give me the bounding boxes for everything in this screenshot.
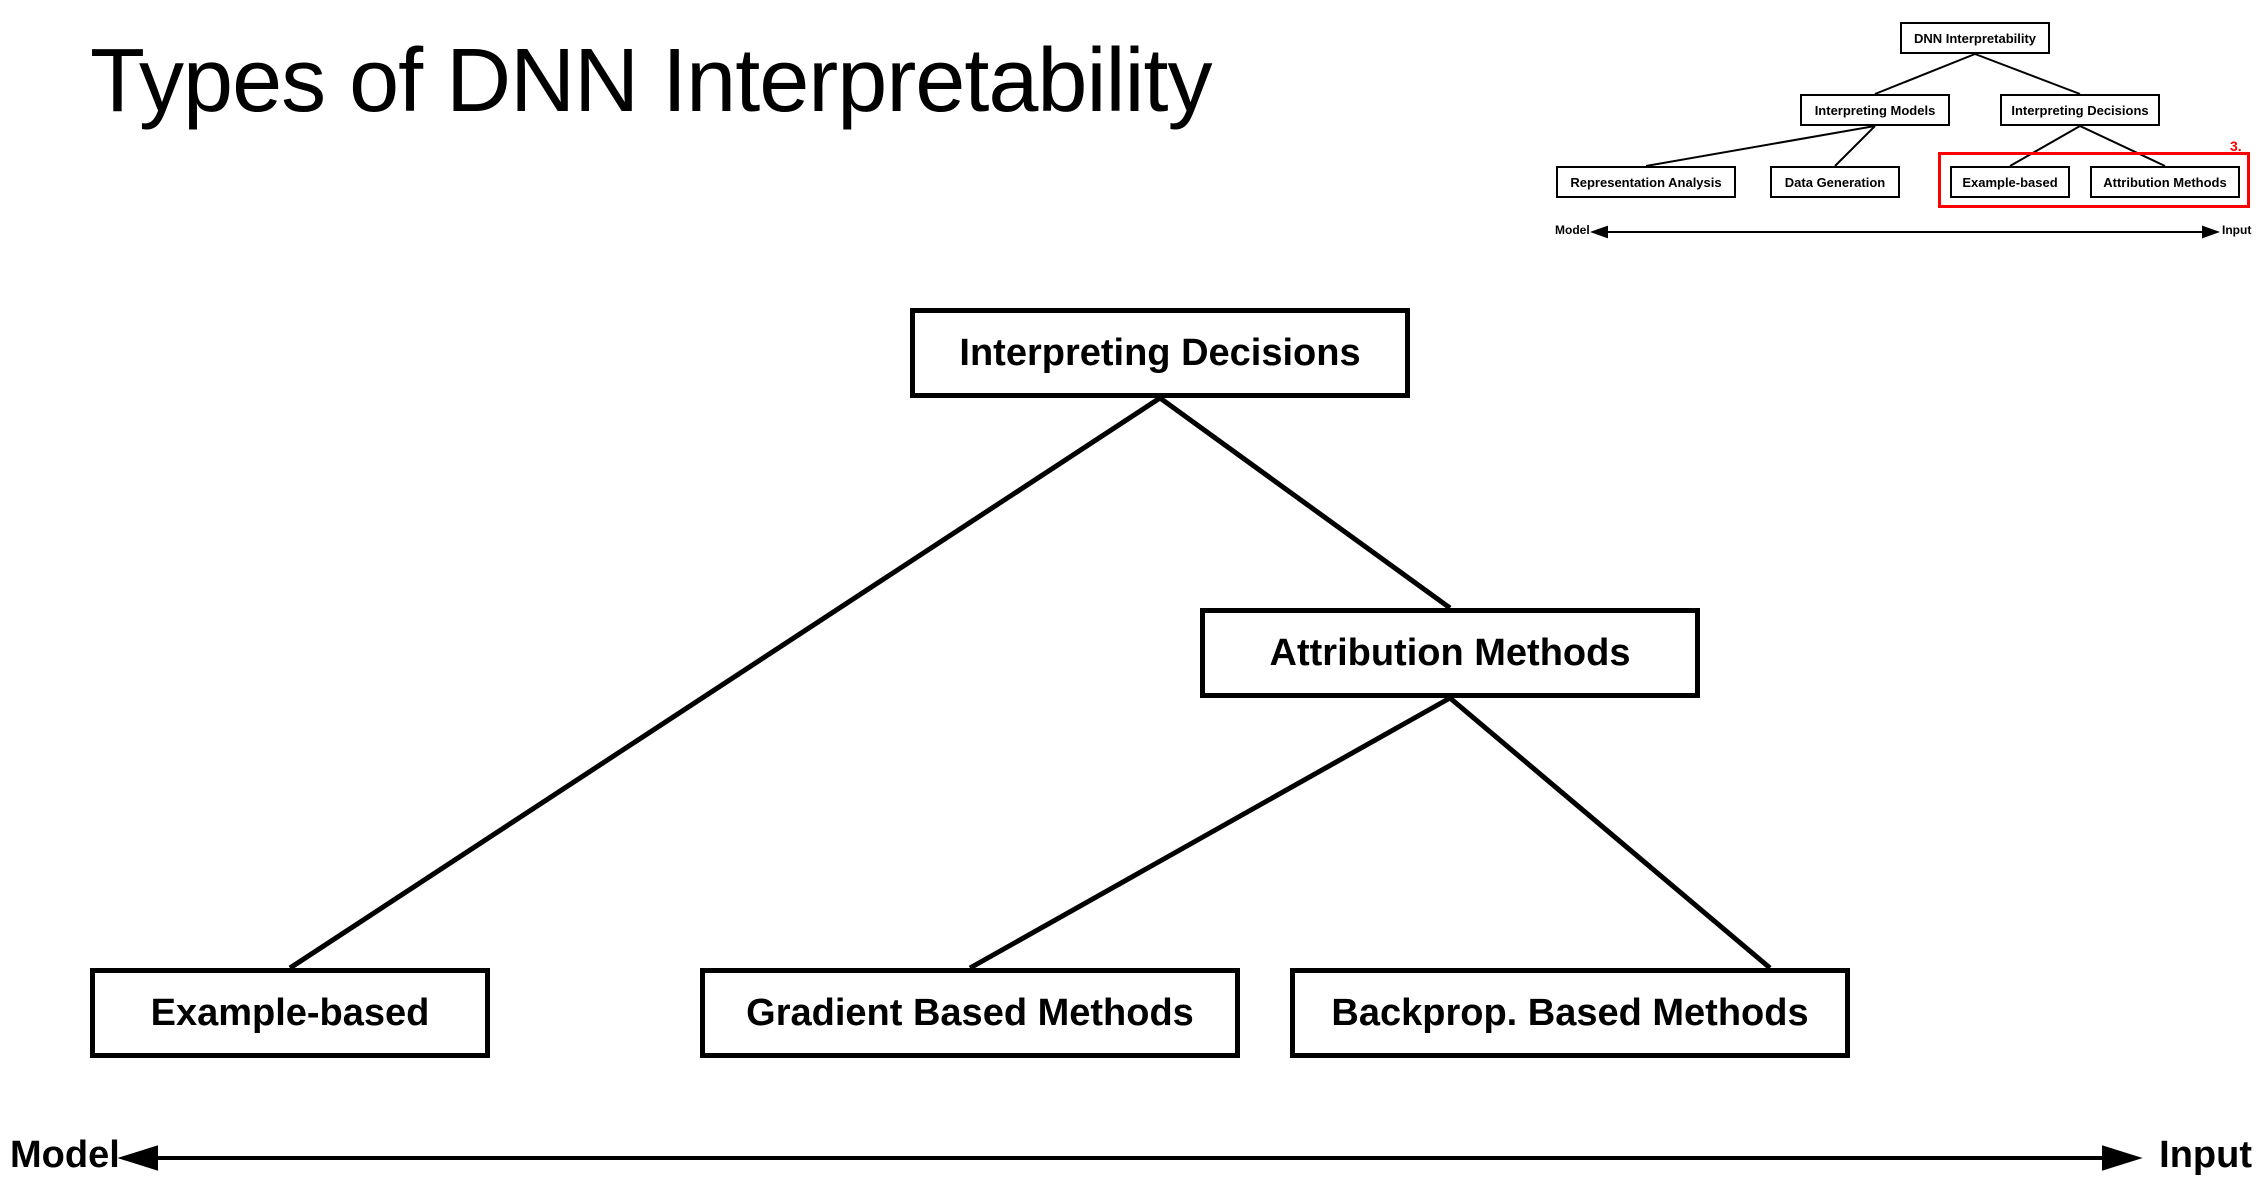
slide-title: Types of DNN Interpretability [90,30,1211,133]
axis-label-right: Input [2159,1134,2252,1177]
mini-node-m_dec: Interpreting Decisions [2000,94,2160,126]
mini-node-m_root: DNN Interpretability [1900,22,2050,54]
mini-axis-label-left: Model [1555,223,1590,237]
mini-highlight-annotation: 3. [2230,138,2242,154]
main-node-bp: Backprop. Based Methods [1290,968,1850,1058]
mini-axis-label-right: Input [2222,223,2251,237]
main-node-attr: Attribution Methods [1200,608,1700,698]
slide: Types of DNN Interpretability Interpreti… [0,0,2262,1204]
mini-highlight-box [1938,152,2250,208]
mini-node-m_rep: Representation Analysis [1556,166,1736,198]
main-node-root: Interpreting Decisions [910,308,1410,398]
main-node-grad: Gradient Based Methods [700,968,1240,1058]
axis-label-left: Model [10,1134,120,1177]
mini-node-m_mod: Interpreting Models [1800,94,1950,126]
main-node-ex: Example-based [90,968,490,1058]
mini-node-m_gen: Data Generation [1770,166,1900,198]
